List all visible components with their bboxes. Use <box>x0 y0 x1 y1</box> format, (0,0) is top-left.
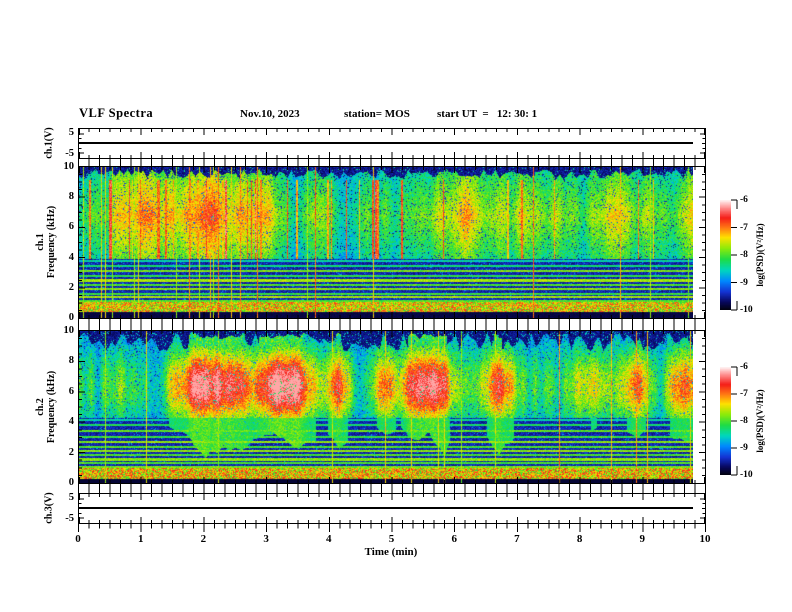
start-ut-label: start UT = 12: 30: 1 <box>437 108 538 120</box>
colorbar-tick-label: -6 <box>740 362 748 372</box>
x-tick-label: 3 <box>263 533 269 545</box>
gap-ticks-3 <box>78 484 706 493</box>
ch1-spectrogram-canvas <box>79 167 693 318</box>
ch2-label-line2: Frequency (kHz) <box>46 370 57 444</box>
freq-tick-label: 2 <box>68 281 74 293</box>
colorbar-tick-label: -8 <box>740 250 748 260</box>
station-label: station= MOS <box>344 108 410 120</box>
ch1-label-line2: Frequency (kHz) <box>46 205 57 279</box>
x-tick-label: 7 <box>514 533 520 545</box>
ch1-voltage-panel <box>78 128 706 159</box>
colorbar-tick-label: -8 <box>740 416 748 426</box>
colorbar-tick-label: -10 <box>740 305 753 315</box>
freq-tick-label: 2 <box>68 446 74 458</box>
freq-tick-label: 0 <box>68 312 74 323</box>
colorbar-tick-label: -7 <box>740 389 748 399</box>
colorbar-tick-label: -6 <box>740 195 748 205</box>
ch2-label-line1: ch.2 <box>35 398 46 416</box>
volt-tick-label: 5 <box>68 492 74 504</box>
x-tick-label: 6 <box>451 533 457 545</box>
freq-tick-label: 8 <box>68 355 74 367</box>
colorbar-tick-label: -9 <box>740 443 748 453</box>
freq-tick-label: 4 <box>68 251 74 263</box>
freq-tick-label: 10 <box>63 161 75 172</box>
gap-ticks-2 <box>78 319 706 330</box>
x-tick-label: 0 <box>75 533 81 545</box>
ch2-spectrogram-canvas <box>79 331 693 483</box>
ch3-voltage-panel <box>78 493 706 524</box>
colorbar-tick-label: -7 <box>740 222 748 233</box>
x-tick-label: 10 <box>699 533 711 545</box>
freq-tick-label: 6 <box>68 221 74 233</box>
ch1-spectrogram-panel <box>78 166 706 319</box>
volt-tick-label: 5 <box>68 127 74 139</box>
ch1-colorbar <box>720 200 731 310</box>
freq-tick-label: 4 <box>68 416 74 428</box>
ch1-frequency-axis-label: ch.1 Frequency (kHz) <box>35 206 57 278</box>
ch1-label-line1: ch.1 <box>35 233 46 251</box>
x-tick-label: 5 <box>388 533 395 545</box>
freq-tick-label: 10 <box>63 325 75 336</box>
ch2-colorbar <box>720 367 731 475</box>
ch1-colorbar-axis-label: log(PSD)(V²/Hz) <box>755 223 766 287</box>
figure-title: VLF Spectra <box>79 106 154 120</box>
volt-tick-label: -5 <box>65 147 74 159</box>
freq-tick-label: 6 <box>68 385 74 397</box>
ch2-spectrogram-panel <box>78 330 706 484</box>
colorbar-tick-label: -10 <box>740 470 753 480</box>
x-tick-label: 9 <box>639 533 646 545</box>
volt-tick-label: -5 <box>65 512 74 524</box>
colorbar-tick-label: -9 <box>740 277 748 288</box>
ch1-waveform-trace <box>79 142 693 144</box>
x-tick-label: 1 <box>137 533 144 545</box>
x-tick-label: 4 <box>326 533 332 545</box>
x-tick-label: 2 <box>200 533 207 545</box>
freq-tick-label: 0 <box>68 477 74 488</box>
ch2-colorbar-axis-label: log(PSD)(V²/Hz) <box>755 389 766 453</box>
ch3-waveform-trace <box>79 507 693 509</box>
x-tick-label: 8 <box>576 533 583 545</box>
freq-tick-label: 8 <box>68 191 74 203</box>
gap-ticks-1 <box>78 159 706 166</box>
date-label: Nov.10, 2023 <box>240 108 300 120</box>
ch2-frequency-axis-label: ch.2 Frequency (kHz) <box>35 371 57 443</box>
time-axis-title: Time (min) <box>364 546 418 558</box>
